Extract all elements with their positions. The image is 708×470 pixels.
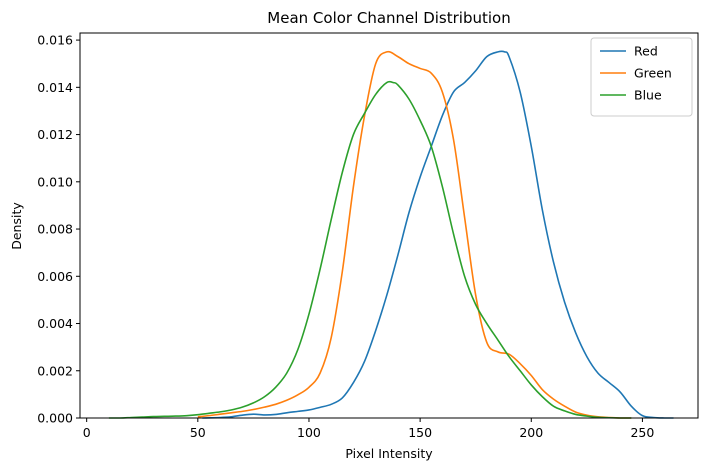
- y-tick-label: 0.016: [37, 33, 73, 48]
- legend: Red Green Blue: [590, 37, 693, 117]
- x-tick-label: 200: [519, 425, 543, 440]
- y-tick-label: 0.000: [37, 411, 73, 426]
- plot-area: [108, 50, 674, 419]
- y-tick-label: 0.004: [37, 316, 73, 331]
- legend-box: [590, 37, 693, 117]
- y-tick-label: 0.008: [37, 222, 73, 237]
- y-tick-label: 0.010: [37, 174, 73, 189]
- y-axis-label: Density: [9, 202, 24, 250]
- x-tick-label: 50: [190, 425, 206, 440]
- legend-label-green: Green: [634, 66, 672, 81]
- series-line-blue: [108, 80, 632, 419]
- legend-label-blue: Blue: [634, 88, 662, 103]
- x-tick-label: 250: [630, 425, 654, 440]
- y-axis: 0.000 0.002 0.004 0.006 0.008 0.010 0.012 0.014…: [37, 33, 80, 426]
- y-tick-label: 0.002: [37, 363, 73, 378]
- x-axis-label: Pixel Intensity: [345, 446, 433, 461]
- x-tick-label: 100: [297, 425, 321, 440]
- y-tick-label: 0.012: [37, 127, 73, 142]
- y-tick-label: 0.006: [37, 269, 73, 284]
- x-tick-label: 0: [83, 425, 91, 440]
- series-line-red: [202, 50, 674, 419]
- chart-title: Mean Color Channel Distribution: [267, 9, 510, 27]
- legend-label-red: Red: [634, 44, 658, 59]
- series-line-green: [197, 50, 632, 419]
- y-tick-label: 0.014: [37, 80, 73, 95]
- axes-frame: [79, 32, 699, 419]
- x-axis: 0 50 100 150 200 250: [83, 418, 654, 440]
- x-tick-label: 150: [408, 425, 432, 440]
